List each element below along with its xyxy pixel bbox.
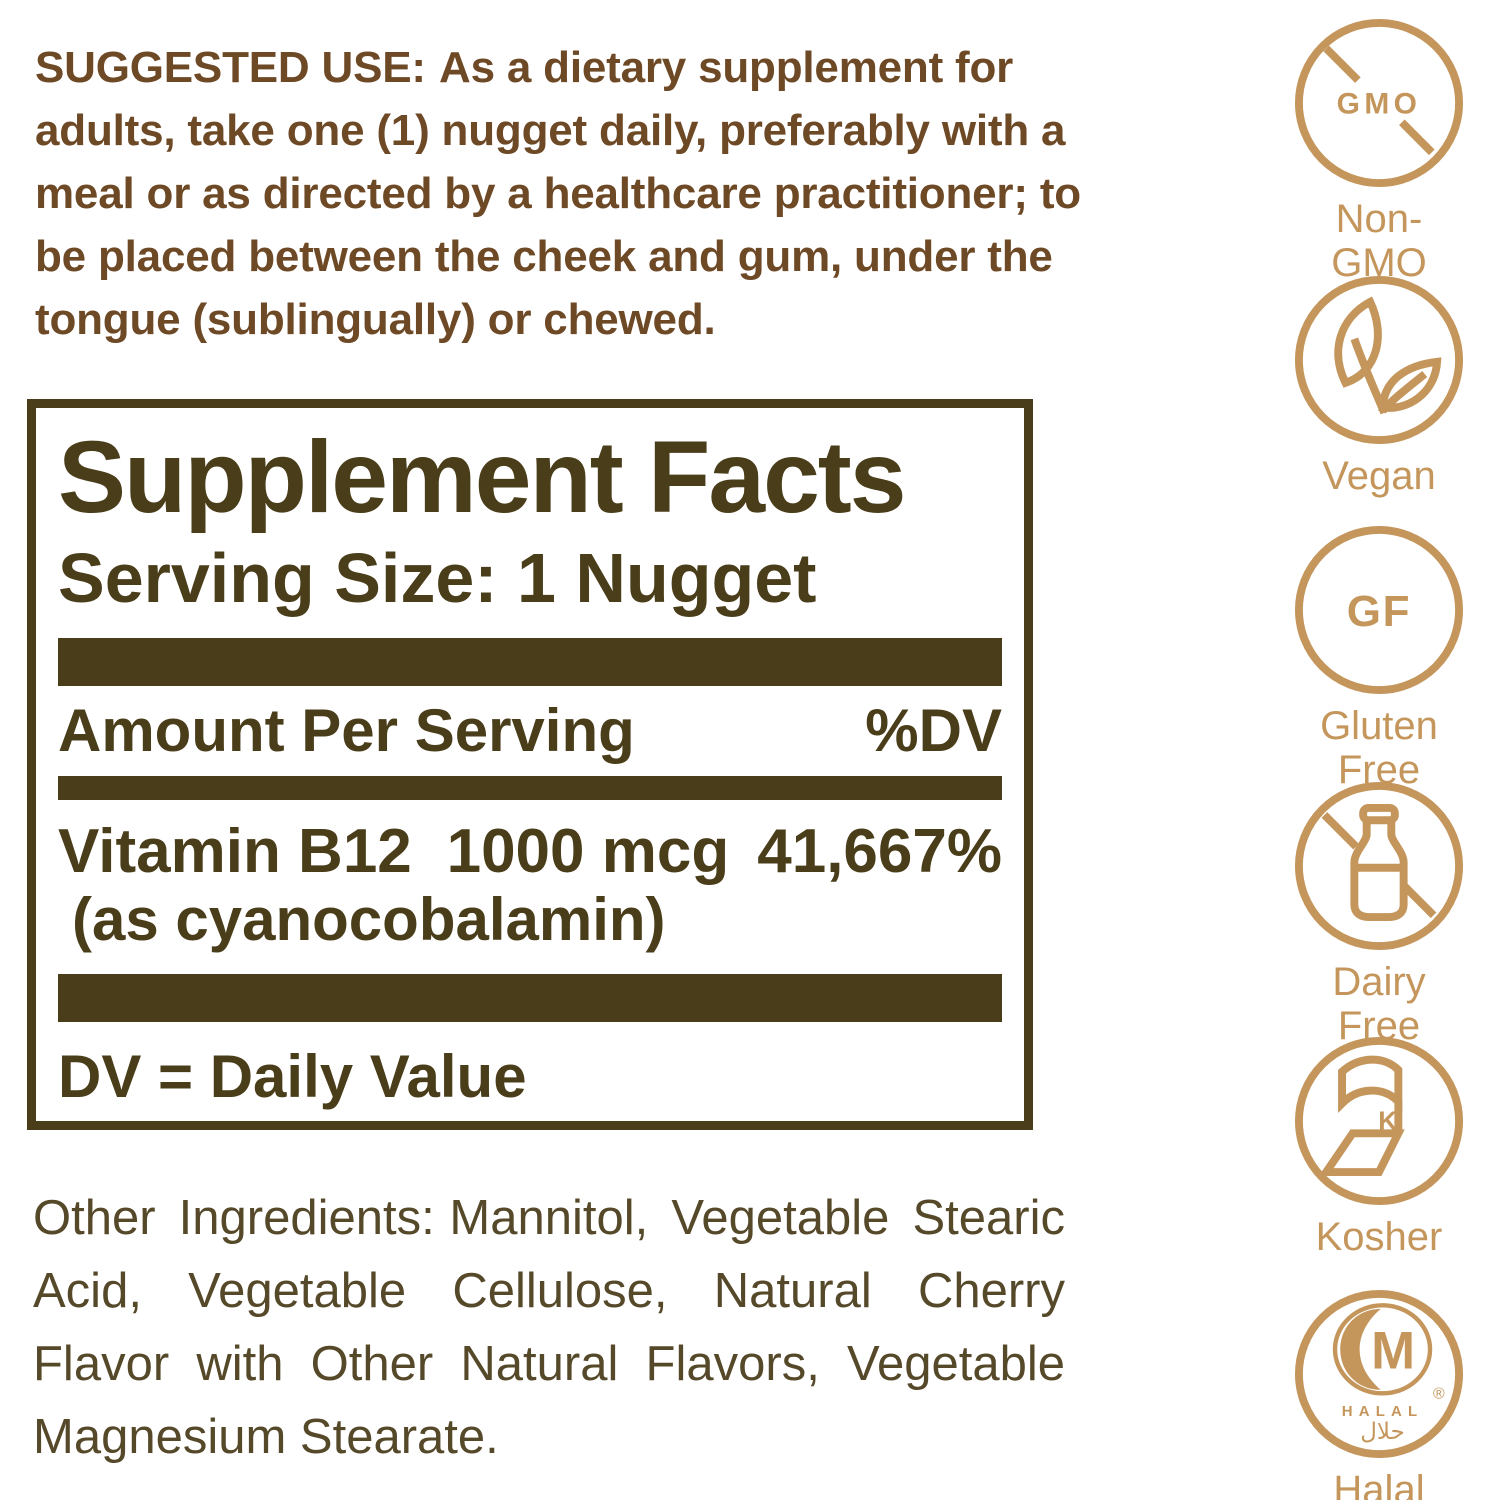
halal-m-text: M	[1371, 1322, 1415, 1381]
kosher-k-text: K	[1378, 1106, 1397, 1136]
nutrient-amount: 1000 mcg	[446, 816, 730, 886]
badge-halal: M ® HALAL حلال Halal	[1291, 1286, 1467, 1500]
nutrient-name: Vitamin B12	[58, 816, 412, 886]
other-ingredients-label: Other Ingredients:	[33, 1191, 435, 1245]
nutrient-form-note: (as cyanocobalamin)	[72, 885, 666, 953]
gmo-text: GMO	[1337, 88, 1422, 121]
badge-label-dairy-free: Dairy Free	[1332, 960, 1426, 1048]
supplement-facts-box: Supplement Facts Serving Size: 1 Nugget …	[27, 399, 1033, 1130]
badge-kosher: K Kosher	[1291, 1033, 1467, 1259]
badge-gluten-free: GF Gluten Free	[1291, 522, 1467, 792]
halal-arabic-text: حلال	[1360, 1419, 1404, 1445]
supplement-facts-title: Supplement Facts	[58, 420, 907, 534]
badge-vegan: Vegan	[1291, 272, 1467, 498]
dv-footnote: DV = Daily Value	[58, 1042, 527, 1110]
percent-dv-header: %DV	[865, 696, 1002, 764]
badge-label-kosher: Kosher	[1315, 1215, 1443, 1259]
badge-label-halal: Halal	[1333, 1468, 1425, 1500]
column-header-row: Amount Per Serving %DV	[58, 696, 1002, 764]
divider-bar-thick	[58, 637, 1002, 686]
milk-bottle-crossed-icon	[1294, 781, 1464, 951]
kosher-k-icon: K	[1294, 1036, 1464, 1206]
halal-word: HALAL	[1342, 1403, 1423, 1420]
nutrient-row: Vitamin B12 1000 mcg 41,667%	[58, 816, 1002, 886]
other-ingredients-paragraph: Other Ingredients: Mannitol, Vegetable St…	[33, 1182, 1065, 1474]
nutrient-dv: 41,667%	[757, 816, 1002, 886]
halal-crescent-m-icon: M ® HALAL حلال	[1294, 1289, 1464, 1459]
other-ingredients-body: Mannitol, Vegetable Stearic Acid, Vegeta…	[33, 1191, 1065, 1464]
registered-mark: ®	[1433, 1386, 1445, 1403]
badge-non-gmo: GMO Non-GMO	[1291, 15, 1467, 285]
suggested-use-paragraph: SUGGESTED USE: As a dietary supplement fo…	[35, 36, 1120, 351]
suggested-use-label: SUGGESTED USE:	[35, 43, 426, 92]
badge-label-vegan: Vegan	[1322, 454, 1436, 498]
gf-letters-icon: GF	[1294, 525, 1464, 695]
amount-per-serving-header: Amount Per Serving	[58, 696, 635, 764]
gf-text: GF	[1347, 587, 1412, 636]
serving-size: Serving Size: 1 Nugget	[58, 539, 817, 618]
gmo-crossed-icon: GMO	[1294, 18, 1464, 188]
leaves-icon	[1294, 275, 1464, 445]
suggested-use-body: As a dietary supplement for adults, take…	[35, 43, 1081, 344]
badge-dairy-free: Dairy Free	[1291, 778, 1467, 1048]
badge-label-gluten-free: Gluten Free	[1320, 704, 1438, 792]
divider-bar-thick	[58, 973, 1002, 1022]
divider-bar-thin	[58, 775, 1002, 800]
